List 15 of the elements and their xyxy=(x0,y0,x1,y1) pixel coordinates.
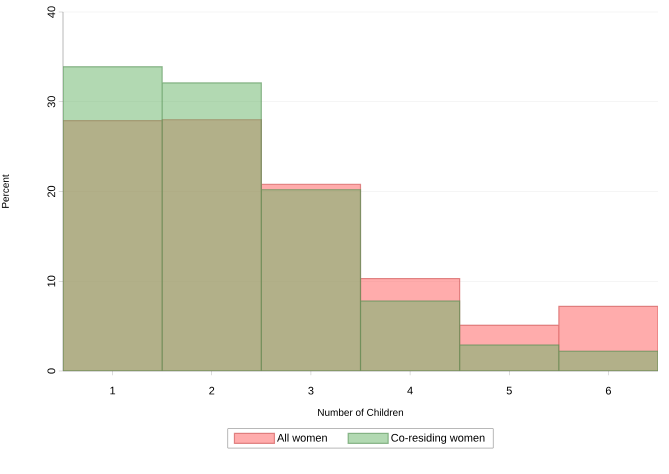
legend-label: Co-residing women xyxy=(391,434,484,444)
x-axis-title: Number of Children xyxy=(318,408,404,416)
x-tick-label: 1 xyxy=(110,386,116,394)
y-tick-label: 40 xyxy=(47,6,56,18)
x-tick-label: 4 xyxy=(407,386,413,394)
y-axis-title: Percent xyxy=(2,174,9,208)
x-tick-label: 5 xyxy=(506,386,512,394)
y-tick-label: 30 xyxy=(47,96,56,108)
legend-label: All women xyxy=(277,434,327,442)
x-tick-label: 3 xyxy=(308,386,314,395)
y-tick-label: 20 xyxy=(47,186,56,198)
x-tick-label: 6 xyxy=(606,386,611,395)
y-tick-label: 0 xyxy=(47,368,56,374)
y-tick-label: 10 xyxy=(47,276,56,287)
x-tick-label: 2 xyxy=(209,386,214,394)
